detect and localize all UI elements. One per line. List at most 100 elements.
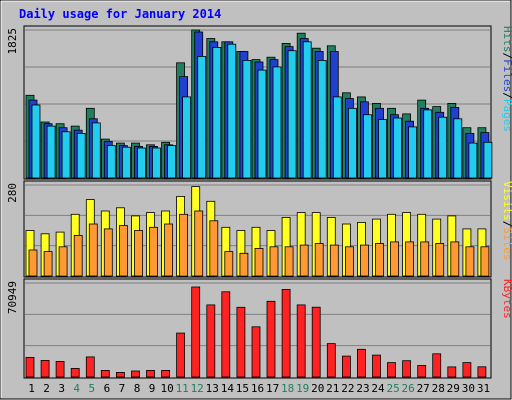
bar-sites-day-29 [450, 241, 460, 277]
bar-pages-day-1 [31, 104, 41, 179]
bar-pages-day-2 [46, 125, 56, 179]
chart-title: Daily usage for January 2014 [19, 7, 221, 21]
bar-kbytes-day-9 [146, 369, 155, 378]
bar-pages-day-26 [408, 126, 418, 179]
bar-sites-day-10 [164, 223, 174, 277]
bar-kbytes-day-20 [311, 306, 321, 378]
panel-hits: 1825 Hits/Files/Pages [6, 25, 512, 180]
panel-hits-legend-text: Hits/Files/Pages [501, 26, 512, 132]
bar-sites-day-31 [480, 246, 490, 277]
x-tick-day-15: 15 [236, 382, 249, 395]
x-tick-day-2: 2 [43, 382, 50, 395]
panel-kbytes: 70949 KBytes [6, 278, 512, 379]
bar-pages-day-7 [122, 146, 131, 179]
bar-sites-day-30 [465, 246, 475, 277]
bar-kbytes-day-31 [477, 366, 487, 378]
bar-pages-day-13 [212, 47, 222, 179]
bar-sites-day-16 [254, 247, 264, 277]
bar-sites-day-15 [239, 252, 249, 277]
bar-pages-day-28 [438, 116, 448, 179]
x-tick-day-27: 27 [417, 382, 430, 395]
bar-sites-day-26 [405, 241, 415, 277]
panel-hits-ymax-label: 1825 [6, 28, 19, 55]
x-tick-day-23: 23 [356, 382, 369, 395]
x-tick-day-12: 12 [191, 382, 204, 395]
panel-kbytes-ymax-label: 70949 [6, 281, 19, 314]
bar-pages-day-18 [287, 50, 297, 179]
x-tick-day-21: 21 [326, 382, 339, 395]
bar-pages-day-19 [302, 41, 312, 179]
bar-pages-day-15 [242, 60, 252, 179]
x-tick-day-13: 13 [206, 382, 219, 395]
bar-sites-day-27 [420, 241, 430, 277]
bar-sites-day-24 [375, 243, 384, 277]
panel-kbytes-legend: KBytes [501, 279, 512, 319]
x-tick-day-4: 4 [73, 382, 80, 395]
x-tick-day-24: 24 [371, 382, 385, 395]
bar-pages-day-11 [182, 96, 192, 179]
bar-pages-day-12 [197, 56, 207, 179]
legend-kbytes: KBytes [501, 279, 512, 319]
bar-sites-day-8 [134, 230, 143, 277]
bar-kbytes-day-22 [341, 355, 351, 378]
x-tick-day-9: 9 [149, 382, 156, 395]
bar-pages-day-9 [152, 147, 161, 179]
bar-pages-day-14 [227, 43, 237, 179]
bar-pages-day-3 [61, 131, 71, 179]
bar-kbytes-day-18 [281, 288, 291, 378]
panel-visits-ymax-label: 280 [6, 183, 19, 203]
bar-pages-day-4 [76, 132, 86, 179]
x-tick-day-17: 17 [266, 382, 279, 395]
bar-sites-day-20 [314, 243, 324, 277]
bar-pages-day-30 [468, 142, 478, 179]
x-tick-day-6: 6 [104, 382, 111, 395]
bar-pages-day-25 [393, 117, 402, 179]
bar-kbytes-day-3 [55, 360, 65, 378]
bar-sites-day-18 [284, 246, 294, 277]
bar-kbytes-day-8 [131, 370, 140, 378]
bar-pages-day-23 [362, 114, 372, 179]
x-tick-day-18: 18 [281, 382, 294, 395]
bar-pages-day-21 [332, 96, 342, 179]
bar-pages-day-22 [347, 107, 357, 179]
bar-sites-day-22 [344, 246, 354, 277]
bar-kbytes-day-24 [372, 354, 381, 378]
x-tick-day-28: 28 [432, 382, 445, 395]
x-tick-day-8: 8 [134, 382, 141, 395]
bar-sites-day-5 [88, 223, 98, 277]
x-tick-day-31: 31 [477, 382, 490, 395]
bar-kbytes-day-17 [266, 300, 276, 378]
bar-sites-day-12 [194, 210, 204, 277]
x-tick-day-11: 11 [176, 382, 189, 395]
x-tick-labels: 1 2 3 4 5 6 7 8 9 10 11 12 13 14 15 16 17 18 19 20 21 22 23 24 2… [28, 382, 490, 395]
bar-sites-day-1 [28, 249, 38, 277]
x-tick-day-16: 16 [251, 382, 264, 395]
bar-sites-day-13 [209, 220, 219, 277]
bar-kbytes-day-28 [432, 353, 442, 378]
x-tick-day-19: 19 [296, 382, 309, 395]
bar-pages-day-8 [137, 147, 146, 179]
bar-sites-day-25 [390, 241, 399, 277]
bar-sites-day-6 [103, 228, 113, 277]
bar-sites-day-14 [224, 251, 234, 277]
bar-sites-day-19 [299, 244, 309, 277]
bar-sites-day-4 [73, 234, 83, 277]
bar-kbytes-day-19 [296, 304, 306, 378]
bar-sites-day-17 [269, 246, 279, 277]
bar-kbytes-day-25 [387, 362, 396, 378]
bar-pages-day-17 [272, 66, 282, 179]
bar-pages-day-10 [167, 145, 177, 179]
bar-kbytes-day-6 [100, 369, 110, 378]
bar-sites-day-23 [359, 244, 369, 277]
bar-pages-day-27 [423, 109, 433, 179]
x-tick-day-10: 10 [160, 382, 173, 395]
bar-pages-day-5 [91, 122, 101, 179]
bar-kbytes-day-10 [161, 369, 171, 378]
x-tick-day-22: 22 [341, 382, 354, 395]
bar-sites-day-2 [43, 251, 53, 277]
x-tick-day-29: 29 [447, 382, 460, 395]
bar-kbytes-day-1 [25, 356, 35, 378]
legend-visits: Visits [501, 181, 512, 221]
bar-sites-day-28 [435, 243, 445, 277]
